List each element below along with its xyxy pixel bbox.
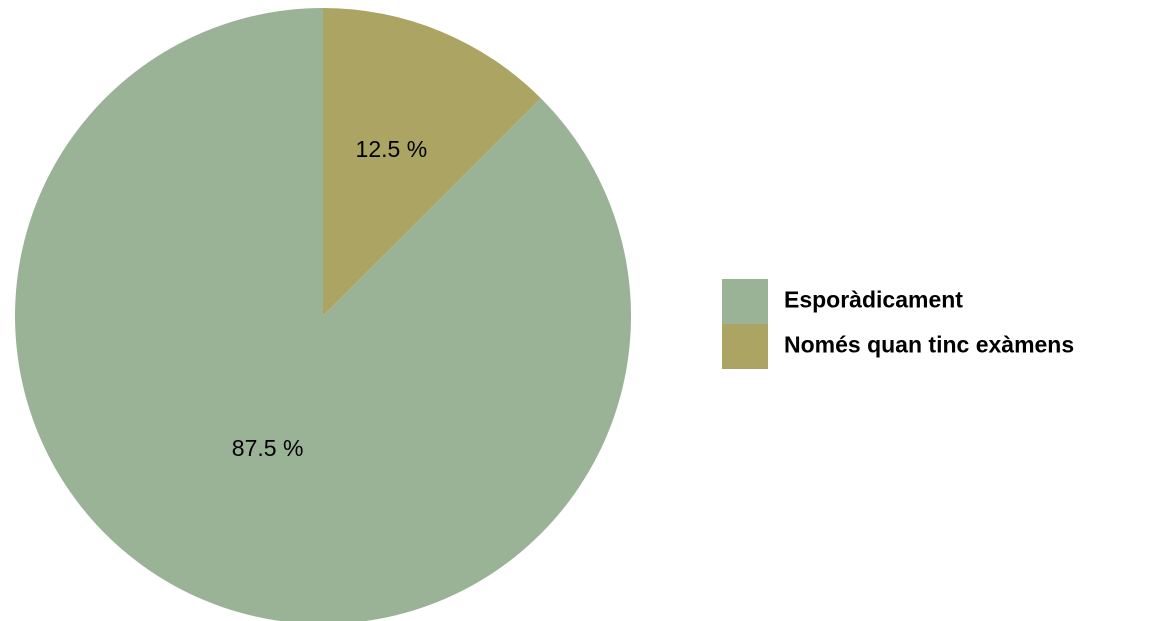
legend-label: Només quan tinc exàmens bbox=[784, 332, 1074, 358]
slice-value-label: 87.5 % bbox=[232, 435, 304, 461]
pie-slices bbox=[15, 8, 631, 621]
legend-swatch bbox=[722, 279, 768, 324]
pie-slice-esporadicament bbox=[15, 8, 631, 621]
slice-value-label: 12.5 % bbox=[356, 136, 428, 162]
legend-swatch bbox=[722, 324, 768, 369]
legend: Esporàdicament Només quan tinc exàmens bbox=[722, 279, 1074, 369]
legend-label: Esporàdicament bbox=[784, 287, 963, 313]
pie-slice-nomes-quan-tinc-examens bbox=[323, 8, 541, 316]
pie-slice-labels: 12.5 % 87.5 % bbox=[232, 136, 427, 461]
